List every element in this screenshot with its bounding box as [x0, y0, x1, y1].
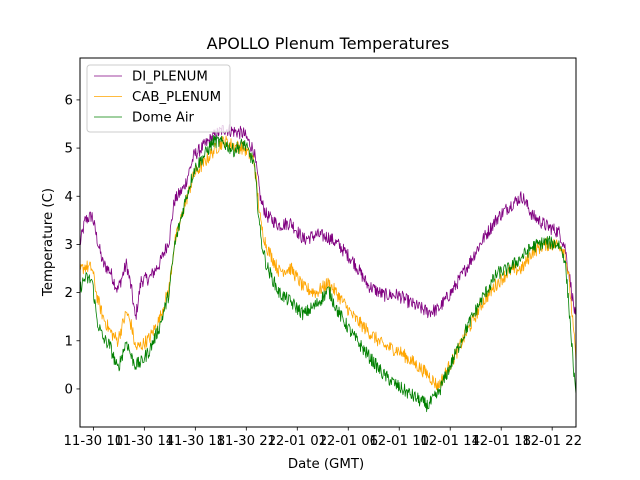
chart-title: APOLLO Plenum Temperatures	[207, 34, 450, 53]
y-tick-label: 5	[65, 142, 73, 157]
y-tick-label: 6	[65, 94, 73, 109]
legend-box	[86, 64, 231, 133]
legend: DI_PLENUM CAB_PLENUM Dome Air	[86, 64, 231, 133]
legend-label: Dome Air	[132, 111, 195, 126]
x-tick-label: 12-01 02	[267, 434, 327, 449]
y-tick-label: 3	[65, 238, 73, 253]
x-tick-label: 11-30 22	[216, 434, 276, 449]
x-tick-label: 12-01 22	[522, 434, 582, 449]
series-line-di-plenum	[80, 124, 576, 320]
axes-frame	[79, 57, 577, 428]
y-axis-label: Temperature (C)	[41, 188, 56, 297]
legend-label: DI_PLENUM	[132, 70, 208, 85]
legend-label: CAB_PLENUM	[132, 90, 221, 105]
x-tick-label: 12-01 14	[420, 434, 480, 449]
y-tick-label: 1	[65, 334, 73, 349]
y-tick-label: 2	[65, 286, 73, 301]
y-tick-label: 0	[65, 383, 73, 398]
x-tick-label: 12-01 18	[471, 434, 531, 449]
y-tick-label: 4	[65, 190, 73, 205]
x-tick-label: 11-30 18	[165, 434, 225, 449]
x-tick-label: 12-01 10	[369, 434, 429, 449]
x-axis-label: Date (GMT)	[288, 457, 364, 472]
series-line-dome-air	[80, 134, 576, 413]
series-line-cab-plenum	[80, 135, 576, 392]
series-layer	[80, 124, 576, 413]
x-tick-label: 12-01 06	[318, 434, 378, 449]
y-axis: 0 1 2 3 4 5 6	[65, 94, 80, 398]
x-tick-label: 11-30 10	[63, 434, 123, 449]
x-tick-label: 11-30 14	[114, 434, 174, 449]
